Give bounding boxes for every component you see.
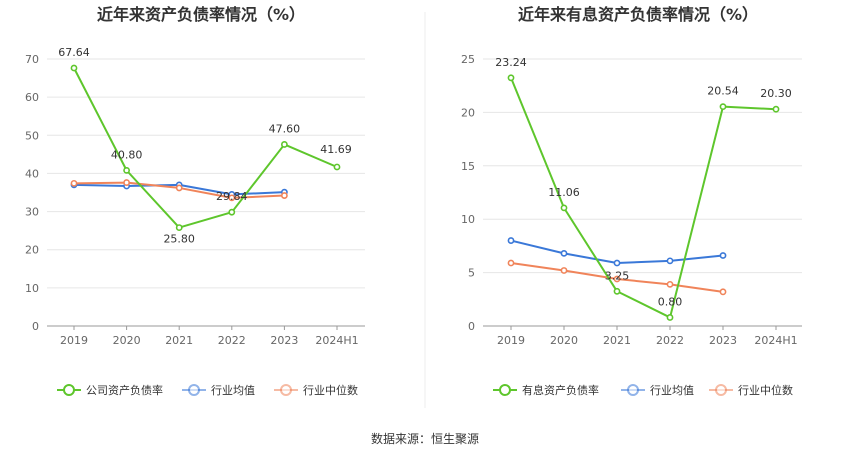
series-line-0 [510, 77, 777, 319]
data-point [280, 192, 288, 199]
x-tick-label: 2023 [709, 334, 737, 347]
data-point [666, 257, 674, 265]
series-line-0 [73, 67, 338, 229]
data-point [333, 163, 341, 171]
legend-swatch-marker [63, 384, 75, 396]
data-point [228, 208, 236, 216]
data-point [666, 280, 674, 288]
legend-swatch-marker [499, 384, 511, 396]
data-label: 3.25 [605, 269, 630, 282]
chart-title: 近年来有息资产负债率情况（%） [518, 5, 758, 24]
data-point [719, 288, 727, 296]
data-point [280, 141, 288, 148]
y-tick-label: 0 [32, 320, 39, 333]
debt-ratio-chart: 近年来资产负债率情况（%） 0 10 20 30 40 50 60 70 2019 2020 202… [25, 5, 365, 397]
legend-item[interactable]: 公司资产负债率 [57, 383, 163, 397]
y-tick-label: 30 [25, 206, 39, 219]
data-point [507, 74, 515, 82]
data-point [772, 105, 780, 113]
data-label: 25.80 [163, 233, 195, 246]
data-point [613, 259, 621, 267]
data-label: 41.69 [320, 143, 352, 156]
y-tick-label: 15 [461, 160, 475, 173]
legend-item[interactable]: 行业中位数 [274, 383, 358, 397]
legend-swatch-marker [188, 384, 200, 396]
data-label: 20.54 [707, 85, 739, 98]
y-tick-label: 5 [468, 267, 475, 280]
x-tick-label: 2022 [656, 334, 684, 347]
legend-item[interactable]: 有息资产负债率 [493, 383, 599, 397]
data-point [70, 179, 78, 187]
x-tick-label: 2020 [550, 334, 578, 347]
x-tick-label: 2019 [497, 334, 525, 347]
y-tick-label: 70 [25, 53, 39, 66]
y-tick-label: 10 [25, 282, 39, 295]
data-point [70, 64, 78, 72]
legend-item[interactable]: 行业均值 [182, 384, 255, 397]
data-point [560, 267, 568, 274]
y-tick-label: 20 [461, 106, 475, 119]
legend-swatch-marker [280, 384, 292, 396]
legend-swatch-marker [715, 384, 727, 396]
data-point [507, 259, 515, 267]
x-tick-label: 2023 [270, 334, 298, 347]
data-point [175, 224, 183, 231]
data-point [613, 287, 621, 295]
y-tick-label: 50 [25, 129, 39, 142]
x-tick-label: 2020 [113, 334, 141, 347]
data-label: 11.06 [548, 186, 580, 199]
chart-title: 近年来资产负债率情况（%） [97, 5, 305, 24]
data-point [123, 166, 130, 174]
data-label: 29.84 [216, 190, 248, 203]
data-label: 47.60 [269, 122, 301, 135]
y-tick-label: 20 [25, 244, 39, 257]
legend-label: 行业均值 [211, 384, 255, 397]
x-tick-label: 2024H1 [754, 334, 797, 347]
data-label: 0.80 [658, 295, 683, 308]
data-point [123, 179, 130, 186]
data-point [507, 237, 515, 244]
data-label: 40.80 [111, 148, 143, 161]
y-tick-label: 25 [461, 53, 475, 66]
data-point [613, 275, 621, 283]
data-point [666, 314, 674, 321]
x-tick-label: 2024H1 [315, 334, 358, 347]
x-tick-label: 2022 [218, 334, 246, 347]
x-tick-label: 2021 [603, 334, 631, 347]
x-tick-label: 2019 [60, 334, 88, 347]
data-label: 23.24 [495, 56, 527, 69]
y-tick-label: 10 [461, 213, 475, 226]
legend-label: 行业均值 [650, 384, 694, 397]
data-point [228, 194, 236, 202]
y-tick-label: 40 [25, 167, 39, 180]
data-label: 67.64 [58, 46, 90, 59]
y-tick-label: 60 [25, 91, 39, 104]
data-label: 20.30 [760, 87, 792, 100]
data-point [560, 249, 568, 257]
legend-label: 公司资产负债率 [86, 383, 163, 397]
legend-item[interactable]: 行业中位数 [709, 383, 793, 397]
data-point [719, 103, 727, 111]
legend-item[interactable]: 行业均值 [621, 384, 694, 397]
y-tick-label: 0 [468, 320, 475, 333]
legend-label: 有息资产负债率 [522, 383, 599, 397]
interest-debt-ratio-chart: 近年来有息资产负债率情况（%） 0 5 10 15 20 25 2019 2020 2021 20… [461, 5, 802, 397]
data-point [175, 184, 183, 192]
x-tick-label: 2021 [165, 334, 193, 347]
data-point [560, 204, 568, 212]
legend-label: 行业中位数 [303, 383, 358, 397]
legend-swatch-marker [627, 384, 639, 396]
legend-label: 行业中位数 [738, 383, 793, 397]
data-point [719, 252, 727, 259]
data-source: 数据来源：恒生聚源 [371, 431, 479, 446]
